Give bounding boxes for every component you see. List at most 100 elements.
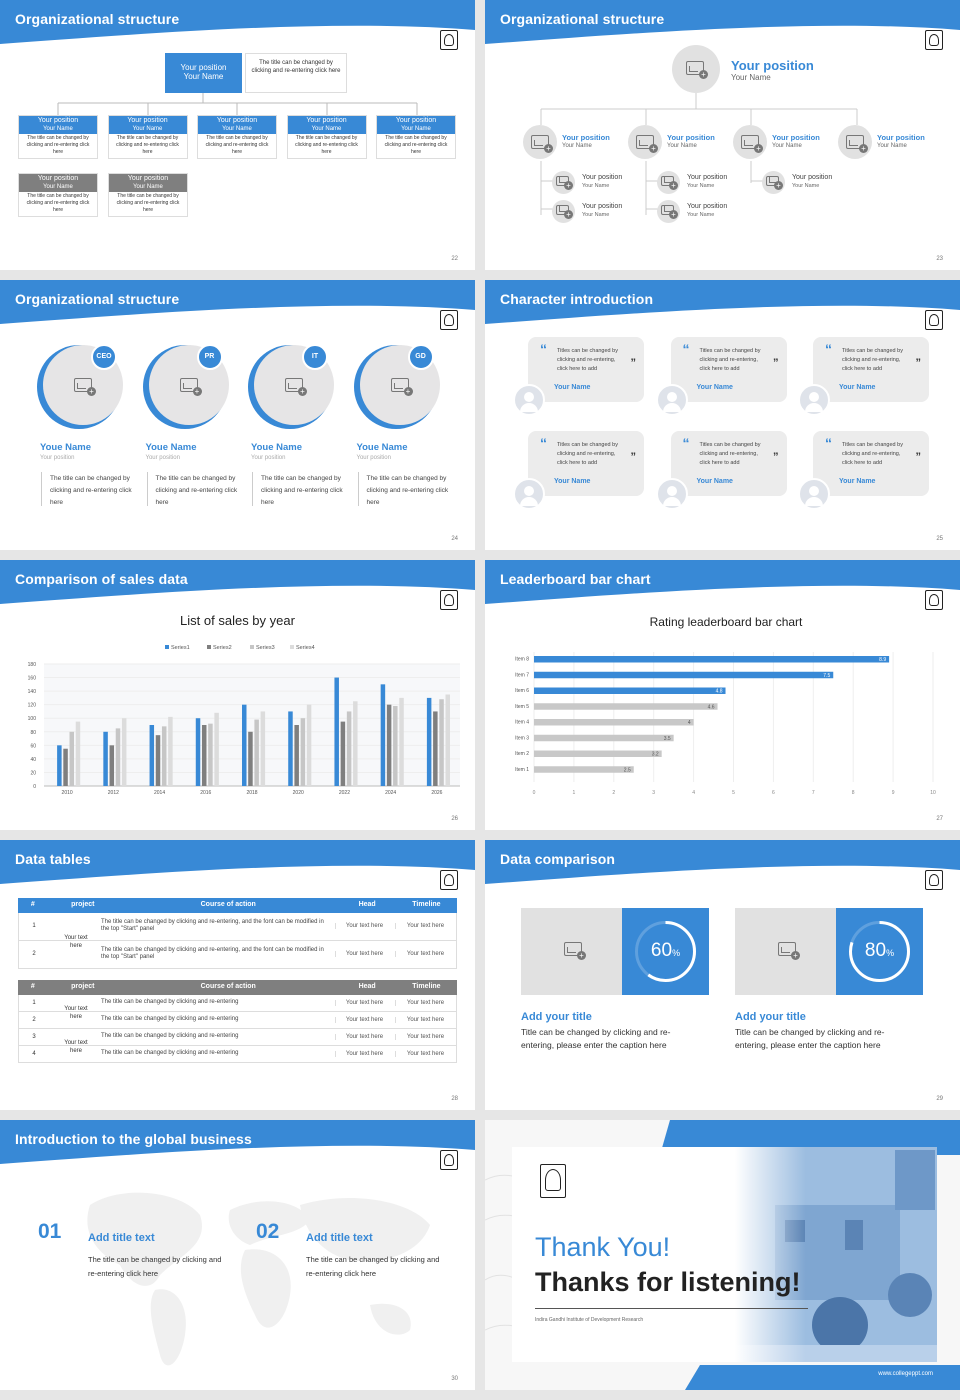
person-card[interactable]: + IT Youe Name Your position The title can b… (248, 340, 343, 540)
position-card[interactable]: Your position Your Name The title can be c… (197, 115, 277, 159)
bar-series1 (103, 731, 108, 786)
avatar[interactable]: + (672, 45, 720, 93)
website-link[interactable]: www.collegeppt.com (878, 1371, 933, 1377)
percent-label: 60% (650, 940, 681, 961)
slide-26: Comparison of sales data List of sales b… (0, 560, 475, 830)
bar-series2 (155, 735, 161, 786)
avatar[interactable]: + (552, 200, 575, 223)
quote-close-icon: ” (915, 451, 922, 463)
avatar[interactable]: + (657, 171, 680, 194)
table-row[interactable]: 1 The title can be changed by clicking an… (18, 995, 457, 1012)
table-row[interactable]: 2 The title can be changed by clicking an… (18, 941, 457, 969)
slide-header: Data comparison (485, 840, 960, 890)
user-body-icon (520, 403, 538, 412)
bar-series1 (242, 704, 247, 786)
page-number: 29 (936, 1096, 943, 1102)
data-label: 4.6 (708, 704, 715, 710)
slide-title: Introduction to the global business (15, 1131, 252, 1147)
image-placeholder[interactable]: + (521, 908, 622, 995)
person-card[interactable]: + GD Youe Name Your position The title can b… (353, 340, 448, 540)
legend-swatch (290, 645, 294, 649)
x-tick-label: 2016 (200, 790, 211, 796)
quote-close-icon: ” (915, 357, 922, 369)
slide-31: Thank You! Thanks for listening! Indira … (485, 1120, 960, 1390)
y-tick-label: Item 1 (515, 767, 529, 773)
progress-ring (635, 921, 696, 982)
bar-series2 (433, 711, 438, 786)
person-card[interactable]: + PR Youe Name Your position The title can b… (142, 340, 237, 540)
y-tick-label: Item 4 (515, 720, 529, 726)
legend-swatch (250, 645, 254, 649)
image-placeholder-icon: + (390, 378, 413, 396)
x-tick-label: 2024 (385, 790, 396, 796)
avatar[interactable]: + (657, 200, 680, 223)
testimonial-card[interactable]: “Titles can be changed by clicking and r… (813, 431, 929, 496)
image-placeholder-icon: + (766, 176, 783, 190)
bar-series4 (168, 716, 173, 786)
bar (534, 703, 718, 710)
role-badge: GD (407, 344, 434, 370)
avatar[interactable]: + (762, 171, 785, 194)
slide-24: Organizational structure + CEO Youe Name Yo… (0, 280, 475, 550)
data-label: 3.5 (664, 736, 671, 742)
bar-series2 (340, 721, 346, 786)
table-row[interactable]: 2 The title can be changed by clicking an… (18, 1012, 457, 1029)
bar-series2 (201, 725, 207, 786)
position-card-header: Your position Your Name (109, 174, 187, 192)
table-row[interactable]: 4 The title can be changed by clicking an… (18, 1046, 457, 1063)
testimonial-card[interactable]: “Titles can be changed by clicking and r… (670, 337, 787, 402)
position-card[interactable]: Your position Your Name The title can be c… (107, 115, 188, 159)
y-tick-label: 20 (30, 770, 36, 776)
top-name: Your Name (731, 73, 771, 82)
testimonial-card[interactable]: “Titles can be changed by clicking and r… (528, 431, 644, 496)
bar-series3 (393, 706, 398, 786)
position-card[interactable]: Your position Your Name The title can be c… (376, 115, 456, 159)
x-tick-label: 9 (892, 790, 895, 796)
slide-title: Comparison of sales data (15, 571, 188, 587)
bar-series3 (300, 718, 306, 786)
testimonial-card[interactable]: “Titles can be changed by clicking and r… (670, 431, 787, 496)
avatar[interactable]: + (628, 125, 662, 159)
testimonial-card[interactable]: “Titles can be changed by clicking and r… (813, 337, 929, 402)
avatar[interactable]: + (552, 171, 575, 194)
x-tick-label: 2022 (339, 790, 350, 796)
avatar[interactable]: + (733, 125, 767, 159)
top-position-box[interactable]: Your position Your Name (165, 53, 242, 93)
x-tick-label: 2020 (293, 790, 304, 796)
person-card[interactable]: + CEO Youe Name Your position The title can … (37, 340, 132, 540)
table-row[interactable]: 1 The title can be changed by clicking an… (18, 913, 457, 941)
legend-swatch (165, 645, 169, 649)
role-badge: PR (196, 344, 223, 370)
position-card-header: Your position Your Name (19, 174, 97, 192)
y-tick-label: 120 (28, 703, 37, 709)
y-tick-label: 100 (28, 716, 37, 722)
y-tick-label: 160 (28, 676, 37, 682)
position-card[interactable]: Your position Your Name The title can be c… (18, 173, 98, 217)
x-tick-label: 1 (573, 790, 576, 796)
user-icon (666, 392, 677, 402)
page-number: 25 (936, 536, 943, 542)
avatar[interactable]: + (838, 125, 872, 159)
position-card[interactable]: Your position Your Name The title can be c… (108, 173, 188, 217)
slide-title: Data comparison (500, 851, 616, 867)
page-number: 28 (451, 1096, 458, 1102)
user-icon (809, 486, 819, 496)
bar-series4 (75, 721, 81, 786)
table-header: # project Course of action Head Timeline (18, 980, 457, 995)
slide-header: Comparison of sales data (0, 560, 475, 610)
world-map-background (87, 1192, 430, 1366)
page-number: 30 (451, 1376, 458, 1382)
image-placeholder-icon: + (74, 378, 96, 396)
y-tick-label: 140 (28, 689, 37, 695)
avatar[interactable]: + (523, 125, 557, 159)
table-row[interactable]: 3 The title can be changed by clicking an… (18, 1029, 457, 1046)
testimonial-card[interactable]: “Titles can be changed by clicking and r… (528, 337, 644, 402)
page-number: 27 (936, 816, 943, 822)
y-tick-label: 0 (33, 784, 36, 790)
bar (534, 687, 726, 694)
image-placeholder[interactable]: + (735, 908, 836, 995)
bar-series3 (115, 728, 121, 786)
position-card[interactable]: Your position Your Name The title can be c… (286, 115, 367, 159)
position-card[interactable]: Your position Your Name The title can be c… (18, 115, 98, 159)
top-position: Your position (731, 58, 814, 73)
